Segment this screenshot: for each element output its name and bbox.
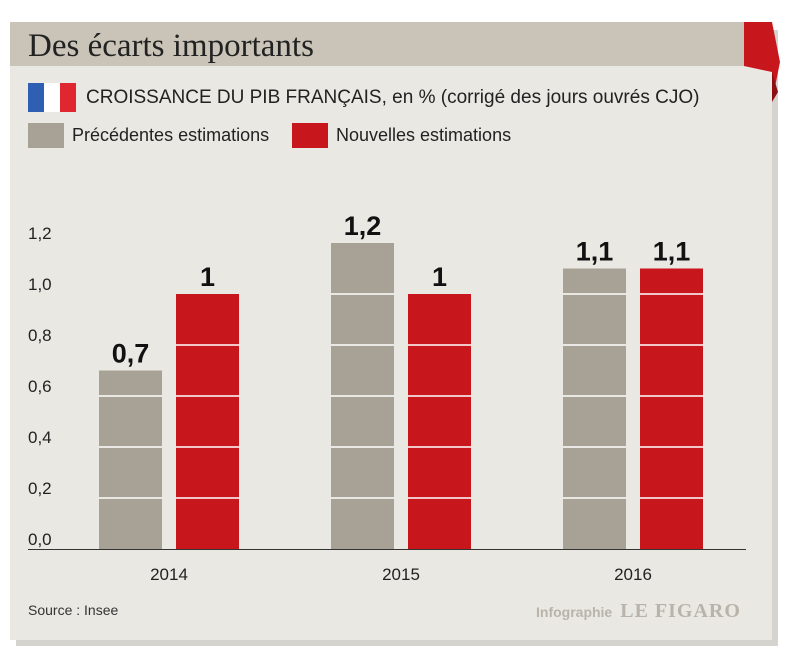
bar-new — [408, 294, 471, 549]
x-tick-label: 2014 — [150, 565, 188, 584]
panel-shadow-right — [772, 30, 778, 646]
x-tick-label: 2015 — [382, 565, 420, 584]
legend-label-previous: Précédentes estimations — [72, 125, 270, 145]
chart-title: Des écarts importants — [28, 28, 314, 64]
x-tick-label: 2016 — [614, 565, 652, 584]
panel-shadow-bottom — [16, 640, 778, 646]
data-label: 1,2 — [344, 211, 382, 241]
title-bar — [10, 22, 746, 66]
y-tick-label: 0,8 — [28, 326, 52, 345]
y-tick-label: 0,0 — [28, 530, 52, 549]
legend-item-new: Nouvelles estimations — [292, 123, 511, 148]
legend-label-new: Nouvelles estimations — [336, 125, 512, 145]
data-label: 1 — [200, 262, 215, 292]
legend-swatch-new — [292, 123, 328, 148]
credit-label: Infographie — [536, 604, 613, 620]
credit: Infographie LE FIGARO — [536, 600, 741, 623]
data-label: 0,7 — [112, 339, 150, 369]
legend-item-previous: Précédentes estimations — [28, 123, 269, 148]
data-label: 1,1 — [653, 237, 691, 267]
y-tick-label: 0,6 — [28, 377, 52, 396]
y-tick-label: 0,2 — [28, 479, 52, 498]
red-corner-flag-icon — [744, 22, 780, 102]
chart-subtitle: CROISSANCE DU PIB FRANÇAIS, en % (corrig… — [86, 87, 700, 108]
credit-brand-logo: LE FIGARO — [620, 600, 741, 622]
french-flag-icon — [28, 83, 76, 112]
bar-new — [176, 294, 239, 549]
source-note: Source : Insee — [28, 602, 119, 618]
y-tick-label: 0,4 — [28, 428, 52, 447]
data-label: 1 — [432, 262, 447, 292]
bar-previous — [563, 268, 626, 549]
bar-previous — [99, 370, 162, 549]
y-tick-label: 1,2 — [28, 224, 52, 243]
bar-new — [640, 268, 703, 549]
data-label: 1,1 — [576, 237, 614, 267]
legend-swatch-previous — [28, 123, 64, 148]
y-tick-label: 1,0 — [28, 275, 52, 294]
